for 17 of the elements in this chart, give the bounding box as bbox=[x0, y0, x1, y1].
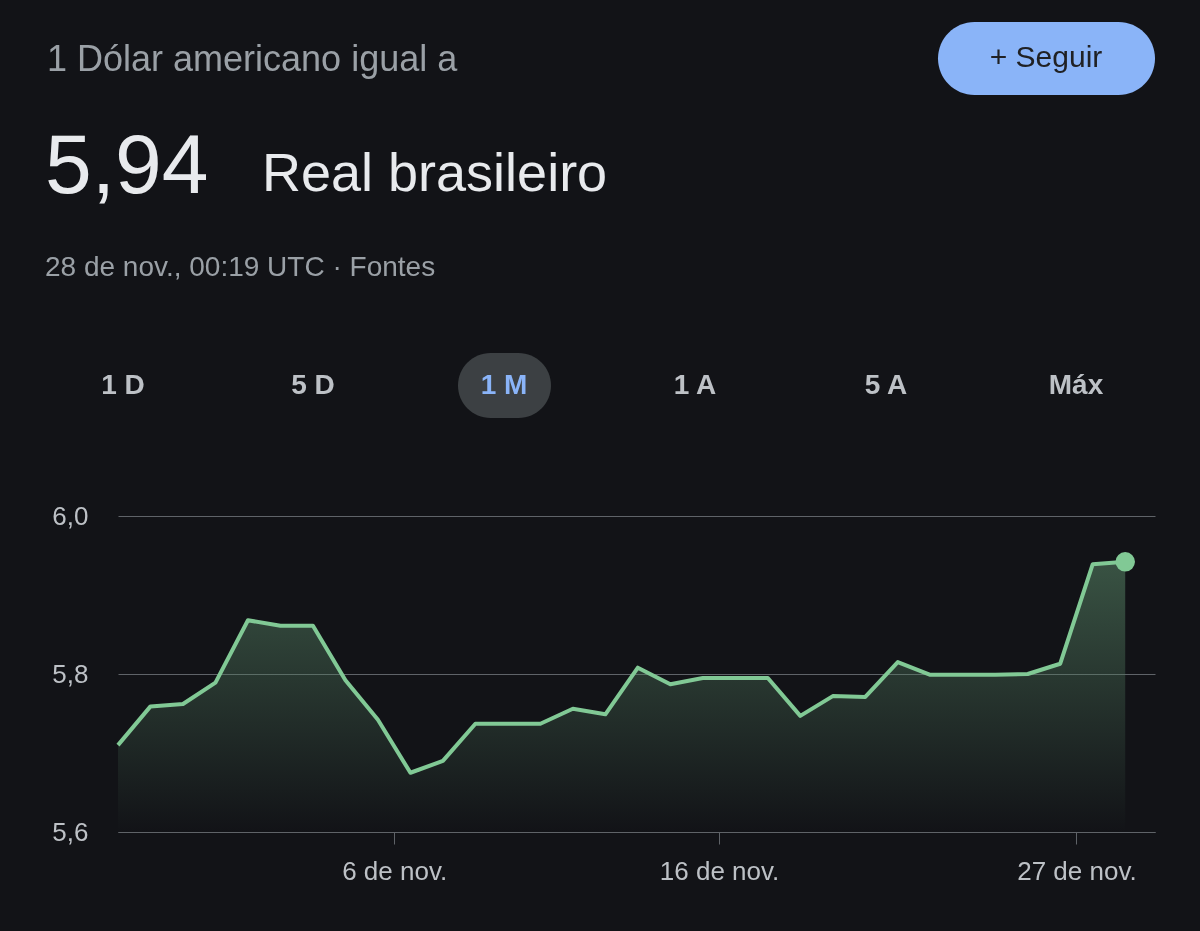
y-tick-label: 5,8 bbox=[52, 658, 89, 689]
text: 1 M bbox=[480, 369, 528, 400]
text: Real brasileiro bbox=[262, 142, 608, 202]
y-tick-label: 6,0 bbox=[52, 500, 89, 531]
text: Máx bbox=[1048, 369, 1104, 400]
text: 5,94 bbox=[45, 117, 209, 211]
text: 28 de nov., 00:19 UTC · Fontes bbox=[45, 251, 436, 282]
text: 5 D bbox=[291, 369, 335, 400]
chart-title: 1 Dólar americano igual a bbox=[47, 38, 459, 79]
x-tick-label: 27 de nov. bbox=[1017, 855, 1137, 886]
x-tick-label: 16 de nov. bbox=[659, 855, 780, 886]
text: + Seguir bbox=[989, 40, 1103, 73]
y-tick-label: 5,6 bbox=[52, 816, 89, 847]
x-tick-label: 6 de nov. bbox=[342, 855, 448, 886]
text: 1 D bbox=[101, 369, 145, 400]
text: 5 A bbox=[864, 369, 908, 400]
text: 1 A bbox=[673, 369, 717, 400]
